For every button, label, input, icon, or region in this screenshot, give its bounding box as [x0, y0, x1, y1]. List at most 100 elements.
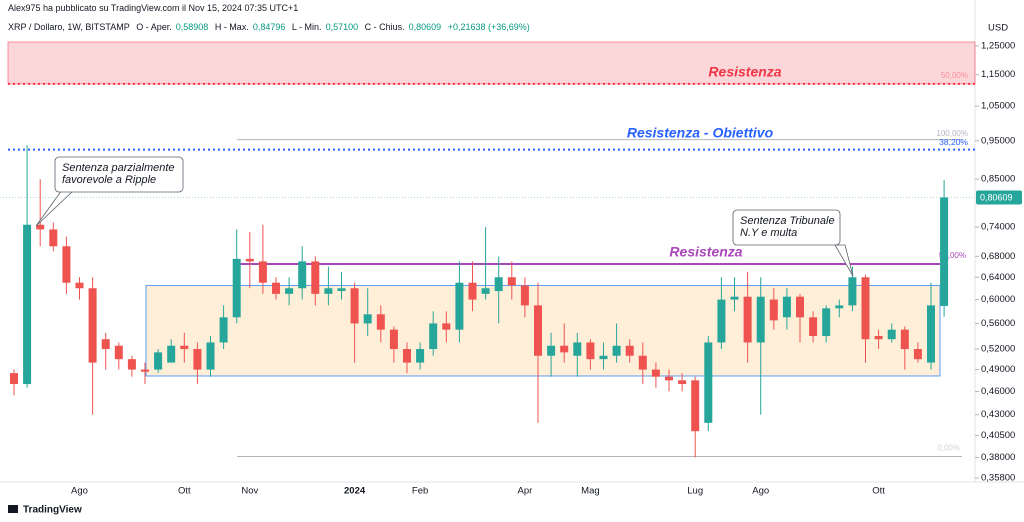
callout-box — [54, 156, 184, 193]
candle-body — [913, 349, 922, 360]
candle-body — [730, 296, 739, 300]
candle-body — [154, 352, 163, 370]
candle-body — [62, 246, 71, 283]
callout-box — [732, 209, 841, 246]
candle-body — [376, 314, 385, 330]
range-box — [145, 284, 941, 377]
candle-body — [193, 349, 202, 370]
x-tick-label: 2024 — [344, 486, 366, 497]
y-tick-label: 0,52000 — [981, 344, 1015, 355]
attribution: Alex975 ha pubblicato su TradingView.com… — [8, 3, 299, 13]
y-tick-label: 0,68000 — [981, 251, 1015, 262]
candle-body — [848, 277, 857, 306]
candle-body — [520, 285, 529, 306]
candle-body — [782, 296, 791, 318]
callout-text: N.Y e multa — [740, 227, 797, 239]
resistance-zone-label: Resistenza — [708, 64, 781, 80]
fib-label: 50,00% — [939, 251, 966, 260]
y-tick-label: 1,25000 — [981, 40, 1015, 51]
x-tick-label: Mag — [581, 486, 599, 497]
callout-text: Sentenza parzialmente — [62, 162, 175, 174]
candle-body — [638, 355, 647, 370]
fib-label: 100,00% — [936, 129, 968, 138]
candle-body — [887, 329, 896, 340]
candle-body — [258, 261, 267, 283]
candle-body — [206, 342, 215, 370]
y-tick-label: 0,43000 — [981, 409, 1015, 420]
last-price-label: 0,80609 — [980, 192, 1013, 202]
y-tick-label: 0,74000 — [981, 222, 1015, 233]
candle-body — [573, 342, 582, 356]
candle-body — [180, 345, 189, 350]
candle-body — [927, 305, 935, 363]
resistance-zone — [7, 41, 976, 85]
candle-body — [756, 296, 765, 343]
candle-body — [809, 317, 818, 336]
candle-body — [337, 288, 346, 292]
x-tick-label: Nov — [241, 486, 258, 497]
candle-body — [363, 314, 372, 324]
candle-body — [114, 345, 123, 360]
x-tick-label: Feb — [412, 486, 428, 497]
x-tick-label: Ago — [752, 486, 769, 497]
candle-body — [285, 288, 294, 294]
x-tick-label: Ago — [71, 486, 88, 497]
candle-body — [796, 296, 804, 318]
y-tick-label: 0,40500 — [981, 430, 1015, 441]
y-tick-label: 1,05000 — [981, 101, 1015, 112]
candle-body — [468, 282, 477, 300]
ohlc-value: 0,57100 — [325, 22, 359, 32]
candle-body — [940, 197, 949, 306]
candle-body — [272, 282, 280, 294]
change: +0,21638 (+36,69%) — [447, 22, 530, 32]
candle-body — [507, 277, 516, 286]
candle-body — [612, 345, 621, 356]
callout-text: Sentenza Tribunale — [740, 215, 835, 227]
candle-body — [49, 229, 58, 247]
y-tick-label: 0,95000 — [981, 135, 1015, 146]
candle-body — [547, 345, 556, 356]
y-tick-label: 0,38000 — [981, 452, 1015, 463]
candle-body — [835, 305, 844, 309]
callout-pointer — [834, 244, 854, 277]
candle-body — [245, 258, 254, 262]
x-tick-label: Ott — [178, 486, 191, 497]
candle-body — [350, 288, 359, 324]
candle-body — [416, 349, 425, 363]
last-price-box — [976, 190, 1022, 205]
ohlc-name: O - Aper. — [136, 22, 172, 32]
candle-body — [861, 277, 870, 340]
brand: TradingView — [23, 505, 82, 516]
y-tick-label: 0,85000 — [981, 174, 1015, 185]
brand-logo: TradingView — [8, 505, 82, 516]
candle-body — [141, 369, 149, 372]
legend-line: XRP / Dollaro, 1W, BITSTAMP O - Aper. 0,5… — [8, 22, 534, 32]
candle-body — [651, 369, 660, 377]
ohlc-value: 0,58908 — [175, 22, 209, 32]
x-tick-label: Apr — [518, 486, 533, 497]
candle-body — [678, 380, 687, 384]
callout-pointer — [35, 189, 76, 227]
candle-body — [691, 380, 700, 432]
candle-body — [743, 296, 752, 343]
candle-body — [822, 308, 831, 336]
candle-body — [481, 288, 490, 294]
fib-label: 50,00% — [941, 71, 968, 80]
candle-body — [494, 277, 503, 292]
x-tick-label: Ott — [872, 486, 885, 497]
candle-body — [36, 224, 45, 230]
candle-body — [704, 342, 713, 423]
candle-body — [311, 261, 320, 294]
y-tick-label: 0,46000 — [981, 386, 1015, 397]
resistance-label: Resistenza — [669, 244, 742, 260]
ohlc-value: 0,84796 — [252, 22, 286, 32]
ohlc-name: H - Max. — [214, 22, 249, 32]
y-tick-label: 0,64000 — [981, 272, 1015, 283]
y-tick-label: 0,60000 — [981, 294, 1015, 305]
ohlc-name: C - Chius. — [364, 22, 405, 32]
candle-body — [167, 345, 176, 363]
